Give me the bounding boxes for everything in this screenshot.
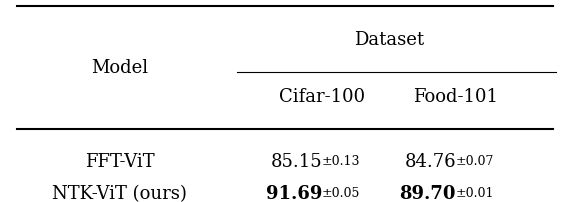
Text: 89.70: 89.70 xyxy=(400,185,456,202)
Text: Food-101: Food-101 xyxy=(413,88,499,106)
Text: ±0.13: ±0.13 xyxy=(322,155,361,168)
Text: 85.15: 85.15 xyxy=(270,153,322,171)
Text: ±0.07: ±0.07 xyxy=(456,155,494,168)
Text: Cifar-100: Cifar-100 xyxy=(279,88,365,106)
Text: ±0.01: ±0.01 xyxy=(456,187,495,200)
Text: NTK-ViT (ours): NTK-ViT (ours) xyxy=(52,185,187,202)
Text: Dataset: Dataset xyxy=(354,31,424,49)
Text: Model: Model xyxy=(91,59,148,77)
Text: FFT-ViT: FFT-ViT xyxy=(85,153,154,171)
Text: 84.76: 84.76 xyxy=(404,153,456,171)
Text: ±0.05: ±0.05 xyxy=(322,187,360,200)
Text: 91.69: 91.69 xyxy=(266,185,322,202)
